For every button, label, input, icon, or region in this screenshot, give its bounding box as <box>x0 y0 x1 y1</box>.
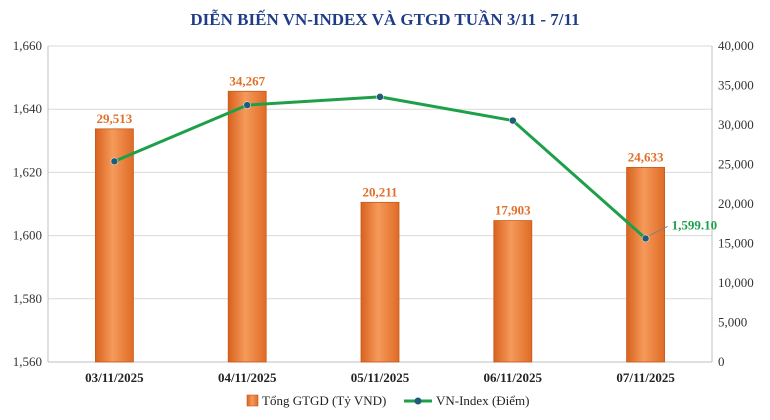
left-tick-label: 1,660 <box>13 38 42 53</box>
bar <box>360 201 400 363</box>
line-point <box>641 234 650 243</box>
left-axis: 1,560 1,580 1,600 1,620 1,640 1,660 <box>13 38 42 369</box>
bar <box>626 166 665 363</box>
right-tick-label: 20,000 <box>718 196 754 211</box>
right-axis: 0 5,000 10,000 15,000 20,000 25,000 30,000 35,0… <box>718 38 754 369</box>
bar <box>95 128 134 363</box>
bar-value-label: 20,211 <box>362 184 397 199</box>
category-label: 04/11/2025 <box>218 370 277 385</box>
category-label: 06/11/2025 <box>484 370 543 385</box>
legend-bar-swatch <box>246 394 259 407</box>
legend-line-marker <box>414 397 422 405</box>
bar-value-label: 29,513 <box>97 111 133 126</box>
chart-title: DIỄN BIẾN VN-INDEX VÀ GTGD TUẦN 3/11 - 7… <box>190 10 579 29</box>
line-point <box>243 101 251 109</box>
left-tick-label: 1,560 <box>13 354 42 369</box>
line-value-label: 1,599.10 <box>672 217 718 232</box>
line-point <box>110 157 119 166</box>
category-axis: 03/11/2025 04/11/2025 05/11/2025 06/11/2025… <box>85 370 675 385</box>
line-series: 1,599.10 <box>110 93 718 243</box>
right-tick-label: 10,000 <box>718 275 754 290</box>
bar-value-label: 17,903 <box>495 203 531 218</box>
left-tick-label: 1,640 <box>13 101 42 116</box>
right-tick-label: 5,000 <box>718 315 747 330</box>
right-tick-label: 0 <box>718 354 725 369</box>
category-label: 03/11/2025 <box>85 370 144 385</box>
legend-line-label: VN-Index (Điểm) <box>436 393 530 408</box>
left-tick-label: 1,580 <box>13 291 42 306</box>
right-tick-label: 35,000 <box>718 78 754 93</box>
bar-data-labels: 29,513 34,267 20,211 17,903 24,633 <box>97 73 664 217</box>
legend: Tổng GTGD (Tỷ VND) VN-Index (Điểm) <box>246 393 530 408</box>
bar <box>493 220 533 363</box>
bar-value-label: 34,267 <box>229 73 265 88</box>
right-tick-label: 30,000 <box>718 117 754 132</box>
line-point <box>509 116 517 125</box>
category-label: 07/11/2025 <box>616 370 675 385</box>
leader-line <box>649 225 668 236</box>
bar-value-label: 24,633 <box>628 149 664 164</box>
bar-series <box>95 90 665 363</box>
line-point <box>376 93 384 101</box>
legend-bar-label: Tổng GTGD (Tỷ VND) <box>262 393 386 408</box>
right-tick-label: 25,000 <box>718 157 754 172</box>
bar <box>227 90 267 363</box>
right-tick-label: 40,000 <box>718 38 754 53</box>
right-tick-label: 15,000 <box>718 236 754 251</box>
category-label: 05/11/2025 <box>351 370 410 385</box>
left-tick-label: 1,600 <box>13 228 42 243</box>
left-tick-label: 1,620 <box>13 164 42 179</box>
